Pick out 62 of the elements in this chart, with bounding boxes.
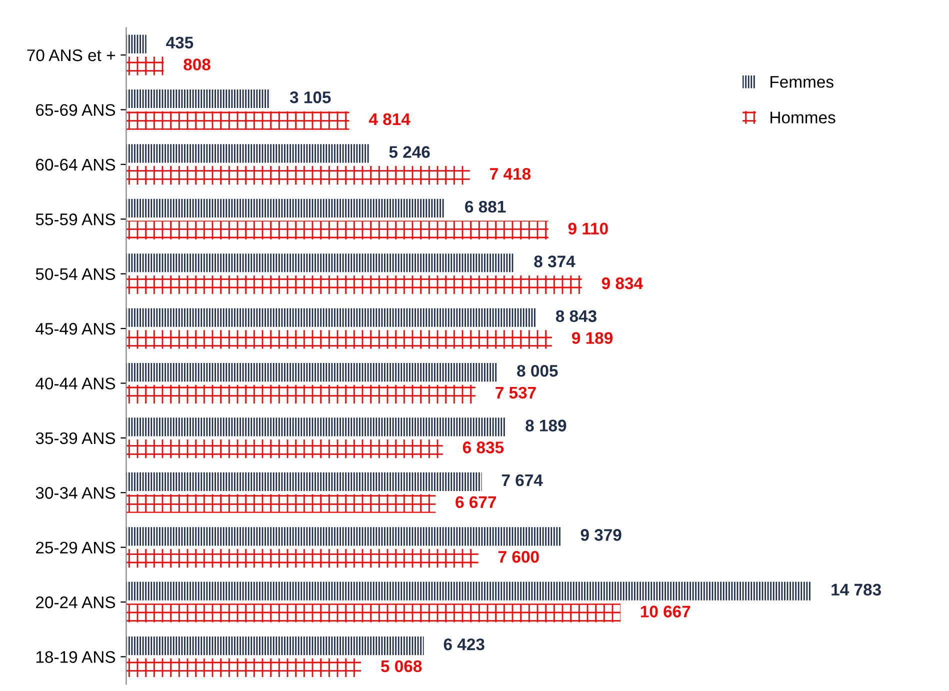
data-label: 5 068 [380,660,422,672]
y-tick-label: 60-64 ANS [36,158,116,171]
data-label: 7 600 [498,550,539,563]
data-label: 9 834 [602,277,643,290]
y-tick-label: 30-34 ANS [36,487,116,499]
y-tick-label: 70 ANS et + [27,49,115,62]
bar [126,34,146,54]
y-tick-label: 65-69 ANS [36,104,116,116]
bar [126,111,350,130]
bar [126,440,443,458]
data-label: 10 667 [640,606,690,618]
y-tick-label: 18-19 ANS [36,651,116,663]
data-label: 7 537 [496,386,536,399]
y-tick-label: 25-29 ANS [36,542,116,554]
bar [126,548,478,568]
bar [126,308,536,327]
data-label: 4 814 [368,113,410,126]
bar [126,330,552,349]
bar [126,472,482,491]
bar [126,166,470,185]
bar [126,254,514,272]
data-label: 6 423 [444,638,484,650]
bar [126,636,424,656]
data-label: 7 418 [490,168,531,180]
data-label: 8 189 [526,420,566,432]
data-label: 3 105 [290,91,331,104]
bar [126,418,506,436]
data-label: 9 189 [572,332,612,344]
y-tick-label: 45-49 ANS [36,322,116,335]
y-tick-label: 20-24 ANS [36,596,116,608]
data-label: 435 [166,36,194,49]
data-label: 8 005 [517,364,558,377]
y-tick-label: 50-54 ANS [36,268,116,280]
legend-label: Femmes [770,76,834,88]
bar [126,494,436,513]
bar [126,384,476,404]
data-label: 8 374 [534,256,576,268]
y-tick-label: 40-44 ANS [36,378,116,390]
data-label: 8 843 [556,310,596,322]
y-tick-label: 35-39 ANS [36,432,116,444]
data-label: 6 881 [465,200,506,213]
bar [126,198,446,218]
bar [126,527,561,546]
bar [126,144,370,163]
data-label: 14 783 [832,584,881,596]
bar [126,89,270,108]
bar [126,56,164,76]
data-label: 6 835 [462,442,504,454]
data-label: 5 246 [389,146,430,158]
data-label: 7 674 [502,474,543,486]
bar [126,275,582,294]
data-label: 9 379 [580,529,622,541]
bar [126,362,498,382]
bar [126,658,362,677]
legend-label: Hommes [770,112,836,124]
bar [126,582,812,600]
data-label: 9 110 [568,222,608,235]
bar [126,604,620,622]
bar [126,220,548,240]
data-label: 808 [184,58,210,70]
y-tick-label: 55-59 ANS [36,214,116,226]
data-label: 6 677 [456,496,496,508]
